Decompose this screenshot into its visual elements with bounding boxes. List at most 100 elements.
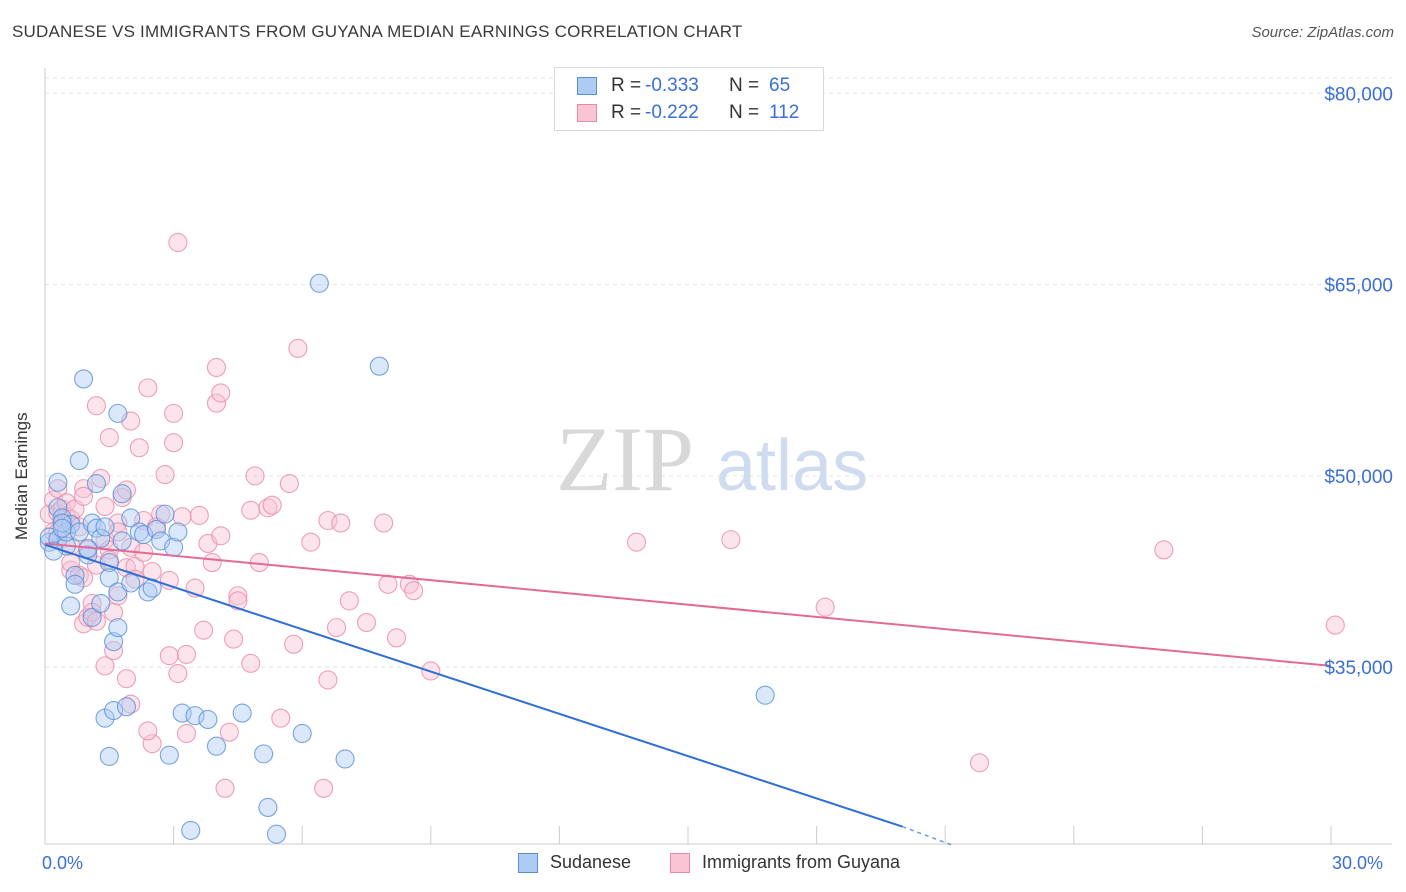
data-point-guyana	[108, 522, 128, 542]
bottom-legend: Sudanese Immigrants from Guyana	[0, 852, 1406, 878]
data-point-sudanese	[146, 519, 167, 539]
data-point-sudanese	[69, 451, 89, 471]
data-point-guyana	[386, 628, 407, 648]
data-point-guyana	[176, 723, 197, 744]
data-point-sudanese	[65, 574, 85, 594]
data-point-guyana	[241, 500, 261, 520]
legend-r-label: R =	[611, 75, 642, 96]
data-point-guyana	[116, 669, 136, 689]
data-point-guyana	[164, 403, 184, 423]
data-point-sudanese	[82, 607, 102, 627]
data-point-guyana	[168, 232, 188, 253]
data-point-guyana	[241, 653, 261, 673]
data-point-guyana	[1325, 615, 1345, 635]
data-point-guyana	[245, 466, 265, 486]
data-point-sudanese	[159, 745, 179, 765]
data-point-sudanese	[99, 568, 119, 588]
data-point-guyana	[74, 479, 94, 499]
chart-title: SUDANESE VS IMMIGRANTS FROM GUYANA MEDIA…	[12, 22, 743, 41]
data-point-guyana	[228, 591, 248, 611]
data-point-sudanese	[369, 356, 389, 376]
data-point-guyana	[155, 465, 175, 485]
data-point-guyana	[271, 708, 291, 728]
data-point-sudanese	[91, 528, 111, 548]
data-point-guyana	[151, 504, 171, 524]
data-point-guyana	[228, 586, 248, 606]
bottom-legend-label-guyana: Immigrants from Guyana	[702, 852, 901, 872]
data-point-guyana	[288, 338, 308, 358]
data-point-guyana	[262, 495, 282, 515]
data-point-guyana	[176, 644, 197, 664]
data-point-sudanese	[52, 518, 72, 538]
data-point-guyana	[284, 634, 304, 654]
legend-n-label: N =	[729, 102, 760, 123]
watermark: ZIP atlas	[556, 408, 868, 510]
data-point-guyana	[86, 396, 106, 416]
data-point-guyana	[129, 438, 149, 458]
data-point-sudanese	[52, 513, 72, 533]
data-point-guyana	[314, 778, 334, 798]
data-point-guyana	[627, 532, 647, 552]
bottom-legend-sudanese: Sudanese	[518, 852, 631, 873]
data-point-guyana	[48, 479, 68, 499]
data-point-guyana	[224, 629, 244, 649]
data-point-guyana	[215, 778, 235, 798]
data-point-guyana	[219, 722, 239, 742]
data-point-guyana	[326, 618, 347, 638]
source-label: Source: ZipAtlas.com	[1251, 24, 1394, 41]
legend-row-sudanese: R = -0.333 N = 65	[577, 74, 790, 98]
data-point-guyana	[206, 393, 227, 413]
legend-r-value-sudanese: -0.333	[645, 75, 699, 96]
legend-row-guyana: R = -0.222 N = 112	[577, 101, 799, 125]
data-point-guyana	[74, 486, 94, 506]
data-point-sudanese	[48, 498, 68, 518]
data-point-sudanese	[755, 685, 775, 705]
data-point-sudanese	[112, 484, 132, 504]
data-point-guyana	[339, 591, 359, 611]
data-point-sudanese	[61, 596, 81, 616]
trend-line-sudanese-extension	[902, 825, 955, 847]
data-point-guyana	[202, 553, 222, 573]
data-point-sudanese	[99, 746, 119, 766]
data-point-sudanese	[198, 709, 218, 729]
data-point-sudanese	[95, 517, 115, 537]
legend-n-value-sudanese: 65	[769, 75, 791, 96]
data-point-sudanese	[309, 273, 329, 293]
data-point-guyana	[189, 505, 209, 525]
trend-lines	[44, 542, 1332, 847]
data-point-guyana	[969, 753, 990, 773]
data-point-guyana	[99, 428, 119, 448]
data-point-guyana	[164, 433, 184, 453]
legend-r-value-guyana: -0.222	[645, 102, 699, 123]
legend-r-label: R =	[611, 102, 642, 123]
data-point-sudanese	[112, 531, 132, 551]
data-point-guyana	[815, 597, 835, 617]
data-point-sudanese	[292, 723, 312, 744]
watermark-zip: ZIP	[556, 408, 694, 510]
data-point-sudanese	[134, 524, 154, 545]
data-point-sudanese	[121, 573, 141, 593]
data-point-guyana	[356, 612, 377, 633]
data-point-sudanese	[155, 504, 175, 524]
trend-line-sudanese	[44, 543, 903, 828]
data-point-guyana	[404, 581, 424, 601]
data-point-guyana	[318, 670, 338, 690]
data-point-sudanese	[48, 472, 68, 492]
data-point-guyana	[211, 383, 231, 403]
series-sudanese-points	[39, 273, 775, 844]
y-tick-label: $35,000	[1324, 658, 1393, 679]
y-tick-labels: $35,000 $50,000 $65,000 $80,000	[1324, 84, 1393, 679]
legend-swatch-sudanese	[577, 77, 597, 95]
data-point-sudanese	[266, 824, 287, 844]
data-point-guyana	[194, 620, 214, 640]
trend-line-guyana	[44, 542, 1332, 667]
data-point-sudanese	[181, 820, 201, 840]
data-point-guyana	[168, 663, 188, 684]
data-point-sudanese	[108, 618, 128, 638]
bottom-legend-swatch-guyana	[670, 852, 690, 873]
y-tick-label: $50,000	[1324, 467, 1393, 488]
x-tick-label-min: 0.0%	[42, 853, 84, 873]
watermark-atlas: atlas	[716, 426, 868, 506]
data-point-sudanese	[108, 403, 128, 423]
data-point-guyana	[331, 513, 351, 533]
